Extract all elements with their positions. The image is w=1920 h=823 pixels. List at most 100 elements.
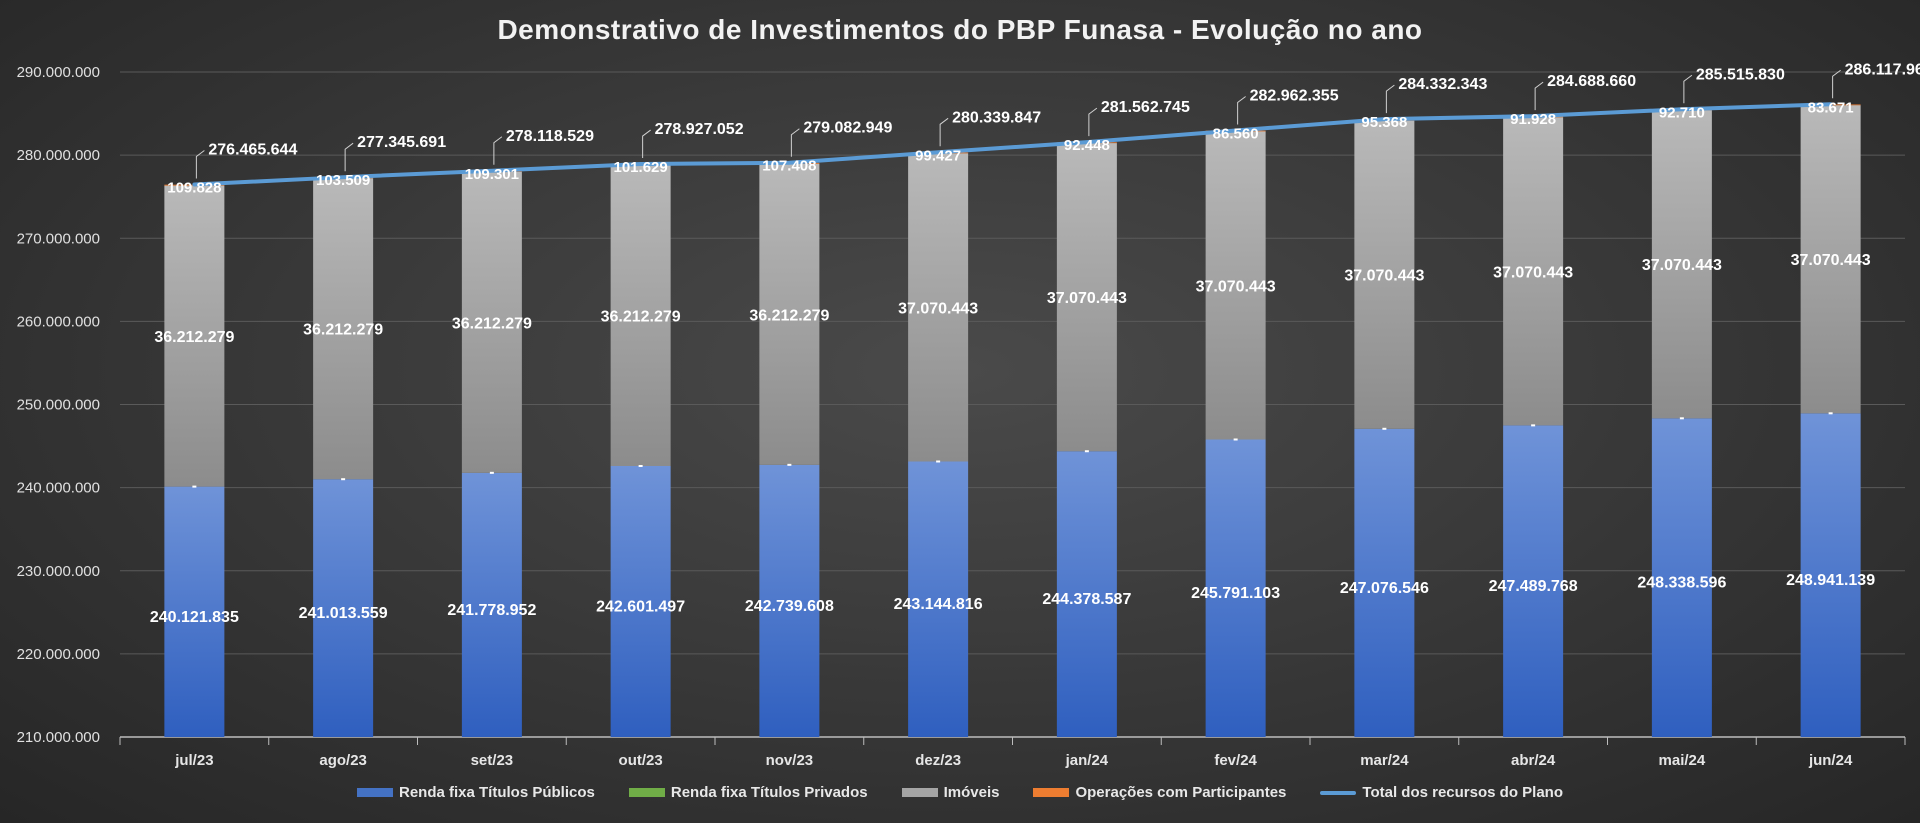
bar-imoveis	[313, 178, 374, 480]
line-total	[192, 102, 1833, 187]
data-label-total: 281.562.745	[1101, 99, 1190, 116]
data-label-operacoes: 109.301	[465, 166, 519, 183]
leader-line	[1088, 107, 1098, 137]
data-label-total: 286.117.960	[1845, 61, 1920, 78]
data-label-renda-publicos: 242.601.497	[596, 599, 685, 616]
bar-renda-publicos	[908, 461, 969, 737]
leader-line	[939, 117, 949, 147]
bar-imoveis	[1800, 105, 1861, 414]
segment-marker	[1382, 427, 1387, 430]
grid-lines	[120, 71, 1905, 655]
leader-line	[1534, 81, 1544, 111]
data-label-operacoes: 99.427	[915, 147, 961, 164]
data-label-total: 277.345.691	[357, 134, 446, 151]
data-label-imoveis: 36.212.279	[749, 307, 829, 324]
segment-marker	[1084, 450, 1089, 453]
leader-line	[1385, 84, 1395, 114]
data-label-total: 285.515.830	[1696, 66, 1785, 83]
y-tick-label: 230.000.000	[17, 563, 100, 580]
legend-item: Renda fixa Títulos Privados	[628, 784, 868, 801]
segment-marker	[489, 471, 494, 474]
data-label-renda-publicos: 248.338.596	[1637, 575, 1726, 592]
y-tick-label: 280.000.000	[17, 147, 100, 164]
x-tick-label: fev/24	[1214, 752, 1257, 769]
bar-imoveis	[1354, 120, 1415, 429]
bar-renda-publicos	[610, 466, 671, 737]
bar-imoveis	[461, 171, 522, 473]
legend-swatch-operacoes	[1033, 788, 1070, 797]
data-label-total: 280.339.847	[952, 109, 1041, 126]
x-tick-label: jan/24	[1065, 752, 1109, 769]
segment-marker	[787, 463, 792, 466]
bar-renda-publicos	[1651, 418, 1712, 737]
leader-line	[344, 142, 354, 172]
x-tick-label: out/23	[619, 752, 663, 769]
data-label-imoveis: 36.212.279	[452, 315, 532, 332]
legend-label: Renda fixa Títulos Privados	[670, 784, 868, 801]
data-label-operacoes: 91.928	[1510, 111, 1556, 128]
data-label-imoveis: 37.070.443	[1196, 278, 1276, 295]
total-line	[192, 102, 1833, 187]
y-tick-label: 210.000.000	[17, 729, 100, 746]
legend-swatch-renda-privados	[628, 788, 665, 797]
data-label-renda-publicos: 247.076.546	[1340, 580, 1429, 597]
data-label-operacoes: 92.448	[1064, 137, 1110, 154]
legend-label: Renda fixa Títulos Públicos	[399, 784, 595, 801]
data-label-renda-publicos: 248.941.139	[1786, 572, 1875, 589]
legend-item: Renda fixa Títulos Públicos	[357, 784, 595, 801]
legend: Renda fixa Títulos Públicos Renda fixa T…	[0, 784, 1920, 801]
data-label-renda-publicos: 241.013.559	[299, 605, 388, 622]
bar-imoveis	[759, 163, 820, 465]
x-tick-label: dez/23	[915, 752, 961, 769]
bar-imoveis	[164, 185, 225, 487]
x-tick-label: ago/23	[319, 752, 367, 769]
leader-line	[1683, 74, 1693, 104]
data-label-total: 278.118.529	[506, 128, 594, 145]
segment-marker	[1233, 438, 1238, 441]
leader-line	[790, 128, 800, 157]
segment-marker	[936, 460, 941, 463]
leader-line	[1832, 69, 1841, 99]
data-label-imoveis: 37.070.443	[1493, 264, 1573, 281]
data-label-operacoes: 101.629	[614, 159, 668, 176]
y-tick-label: 220.000.000	[17, 646, 100, 663]
bar-imoveis	[1503, 117, 1564, 426]
data-label-imoveis: 37.070.443	[1344, 268, 1424, 285]
data-label-imoveis: 37.070.443	[1642, 257, 1722, 274]
axes: 210.000.000 220.000.000 230.000.000 240.000…	[17, 64, 1906, 769]
bar-imoveis	[1651, 110, 1712, 419]
segment-marker	[638, 465, 643, 468]
data-label-operacoes: 86.560	[1213, 126, 1259, 143]
segment-marker	[1531, 424, 1536, 427]
bar-imoveis	[1056, 143, 1117, 452]
data-label-total: 276.465.644	[208, 142, 297, 159]
data-label-operacoes: 107.408	[762, 158, 816, 175]
chart-title: Demonstrativo de Investimentos do PBP Fu…	[497, 14, 1423, 45]
data-label-renda-publicos: 244.378.587	[1042, 591, 1131, 608]
data-label-total: 279.082.949	[803, 120, 892, 137]
data-label-total: 284.688.660	[1547, 73, 1636, 90]
data-labels: 240.121.835 36.212.279 109.828 276.465.644 2…	[150, 61, 1920, 626]
y-tick-label: 270.000.000	[17, 230, 100, 247]
data-label-renda-publicos: 243.144.816	[894, 596, 983, 613]
segment-marker	[341, 478, 346, 481]
segment-marker	[1828, 412, 1833, 415]
bar-renda-publicos	[1056, 451, 1117, 737]
x-tick-label: mar/24	[1360, 752, 1409, 769]
data-label-renda-publicos: 245.791.103	[1191, 585, 1280, 602]
legend-swatch-renda-publicos	[357, 788, 393, 797]
bar-renda-publicos	[759, 464, 820, 737]
y-tick-label: 260.000.000	[17, 313, 100, 330]
y-tick-label: 240.000.000	[17, 480, 100, 497]
x-tick-label: jul/23	[174, 752, 213, 769]
leader-line	[642, 129, 651, 159]
legend-label: Imóveis	[943, 784, 1000, 801]
leader-line	[195, 150, 205, 179]
legend-item: Total dos recursos do Plano	[1320, 784, 1563, 801]
y-tick-label: 290.000.000	[17, 64, 100, 81]
bar-renda-publicos	[1205, 439, 1266, 737]
bar-renda-publicos	[164, 486, 225, 737]
legend-swatch-total	[1320, 790, 1357, 795]
